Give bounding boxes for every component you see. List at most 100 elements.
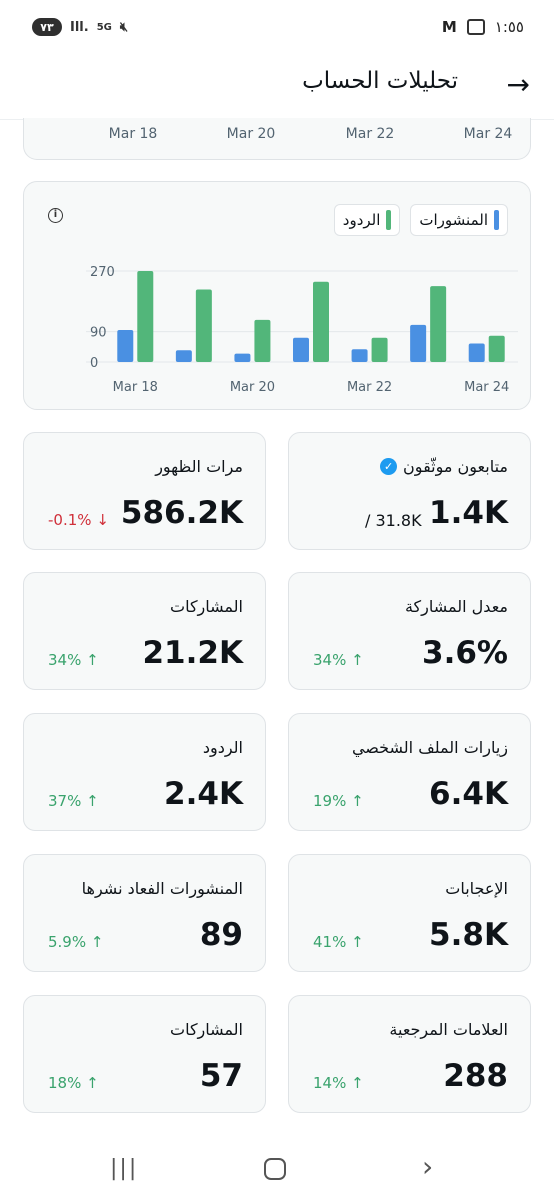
arrow-up-icon: ↑	[351, 1074, 364, 1092]
stat-change-value: 14%	[313, 1074, 347, 1092]
stat-change-value: 18%	[48, 1074, 82, 1092]
x-tick-label: Mar 22	[347, 380, 392, 395]
stat-change: 34% ↑	[313, 651, 364, 669]
x-tick-label: Mar 24	[464, 380, 509, 395]
stat-card-engagement-rate[interactable]: معدل المشاركة 3.6% 34% ↑	[288, 572, 531, 690]
bar-posts	[468, 343, 485, 362]
stat-change: 18% ↑	[48, 1074, 99, 1092]
signal-icon: Ill.	[70, 19, 89, 35]
stat-label: مرات الظهور	[155, 457, 243, 476]
legend-item-posts[interactable]: المنشورات	[410, 204, 508, 236]
system-nav-bar: ||| ›	[0, 1140, 554, 1200]
stat-change-value: 34%	[48, 651, 82, 669]
bar-replies	[371, 337, 388, 362]
page-title: تحليلات الحساب	[302, 68, 458, 94]
stat-card-shares[interactable]: المشاركات 57 18% ↑	[23, 995, 266, 1113]
bar-replies	[313, 281, 329, 362]
stat-label: الردود	[202, 738, 243, 757]
stat-card-profile-visits[interactable]: زيارات الملف الشخصي 6.4K 19% ↑	[288, 713, 531, 831]
arrow-up-icon: ↑	[90, 933, 104, 951]
stat-value: 3.6%	[422, 635, 508, 671]
chart-legend: المنشورات الردود	[333, 204, 508, 236]
legend-swatch-posts	[494, 210, 499, 230]
top-chart-x-label: Mar 24	[463, 126, 513, 142]
clock: ١:٥٥	[494, 18, 524, 36]
legend-label-posts: المنشورات	[419, 211, 488, 229]
status-bar: ٧٣ Ill. 5G 🔇︎ M ١:٥٥	[0, 0, 554, 56]
network-type: 5G	[96, 21, 112, 33]
arrow-up-icon: ↑	[86, 792, 99, 810]
stat-label: متابعون موثّقون	[403, 457, 508, 476]
stat-change-value: 19%	[313, 792, 347, 810]
back-chevron-icon[interactable]: ›	[422, 1150, 434, 1183]
stat-label: زيارات الملف الشخصي	[351, 738, 508, 757]
screenshot-icon	[466, 19, 485, 35]
mute-icon: 🔇︎	[119, 19, 129, 35]
stat-change-value: 41%	[313, 933, 347, 951]
bar-chart: 270 90 0 Mar 18 Mar 20 Mar 22 Mar 24	[86, 265, 518, 395]
y-tick-label: 90	[90, 326, 107, 341]
arrow-up-icon: ↑	[351, 651, 364, 669]
stat-card-verified-followers[interactable]: متابعون موثّقون ✓ 1.4K / 31.8K	[288, 432, 531, 550]
x-tick-label: Mar 18	[113, 380, 158, 395]
stat-change: 41% ↑	[313, 933, 364, 951]
stat-value: 288	[443, 1058, 508, 1094]
stat-value: 2.4K	[164, 776, 243, 812]
stat-label: المنشورات الفعاد نشرها	[81, 879, 243, 898]
top-chart-x-label: Mar 22	[345, 126, 395, 142]
bar-replies	[137, 271, 154, 362]
arrow-right-icon[interactable]: →	[506, 68, 530, 101]
stat-change: 5.9% ↑	[48, 933, 103, 951]
bar-posts	[175, 350, 192, 362]
stat-change: -0.1% ↓	[48, 511, 109, 529]
stat-value: 89	[199, 917, 243, 953]
y-tick-label: 0	[90, 356, 98, 371]
stat-label: المشاركات	[170, 1020, 243, 1039]
stat-label: المشاركات	[170, 597, 243, 616]
stat-card-bookmarks[interactable]: العلامات المرجعية 288 14% ↑	[288, 995, 531, 1113]
stat-change-value: -0.1%	[48, 511, 92, 529]
stat-card-reposts[interactable]: المنشورات الفعاد نشرها 89 5.9% ↑	[23, 854, 266, 972]
stat-card-engagements[interactable]: المشاركات 21.2K 34% ↑	[23, 572, 266, 690]
stat-value: 6.4K	[429, 776, 508, 812]
stat-label: العلامات المرجعية	[389, 1020, 508, 1039]
top-chart-x-label: Mar 20	[226, 126, 276, 142]
bar-posts	[117, 329, 134, 362]
stat-value: 1.4K	[429, 495, 508, 531]
stat-card-impressions[interactable]: مرات الظهور 586.2K -0.1% ↓	[23, 432, 266, 550]
arrow-up-icon: ↑	[351, 792, 364, 810]
stat-label: الإعجابات	[445, 879, 508, 898]
home-icon[interactable]	[264, 1158, 286, 1180]
stat-change-value: 5.9%	[48, 933, 87, 951]
legend-swatch-replies	[386, 210, 392, 230]
posts-replies-chart-card: 270 90 0 Mar 18 Mar 20 Mar 22 Mar 24 i المنشور…	[23, 181, 531, 410]
arrow-down-icon: ↓	[96, 511, 109, 529]
stat-change: 14% ↑	[313, 1074, 364, 1092]
stat-value: 21.2K	[142, 635, 243, 671]
bar-replies	[430, 286, 447, 362]
stat-card-likes[interactable]: الإعجابات 5.8K 41% ↑	[288, 854, 531, 972]
bar-posts	[410, 324, 427, 362]
stat-change-value: 34%	[313, 651, 347, 669]
stat-value: 586.2K	[120, 495, 243, 531]
stat-card-replies[interactable]: الردود 2.4K 37% ↑	[23, 713, 266, 831]
stat-label-wrap: متابعون موثّقون ✓	[380, 457, 508, 476]
battery-indicator: ٧٣	[32, 18, 62, 36]
legend-item-replies[interactable]: الردود	[333, 204, 401, 236]
bar-posts	[234, 353, 251, 362]
legend-label-replies: الردود	[342, 211, 381, 229]
x-tick-label: Mar 20	[230, 380, 275, 395]
arrow-up-icon: ↑	[86, 651, 99, 669]
stat-label: معدل المشاركة	[404, 597, 508, 616]
stat-change: 34% ↑	[48, 651, 99, 669]
stat-change: 37% ↑	[48, 792, 99, 810]
bar-replies	[254, 319, 271, 362]
bar-replies	[488, 335, 505, 362]
recent-apps-icon[interactable]: |||	[110, 1156, 139, 1181]
verified-badge-icon: ✓	[380, 458, 398, 475]
bar-posts	[351, 349, 368, 362]
bar-replies	[195, 289, 212, 362]
stat-change-value: 37%	[48, 792, 82, 810]
gmail-icon: M	[441, 18, 457, 36]
info-icon[interactable]: i	[48, 208, 63, 223]
